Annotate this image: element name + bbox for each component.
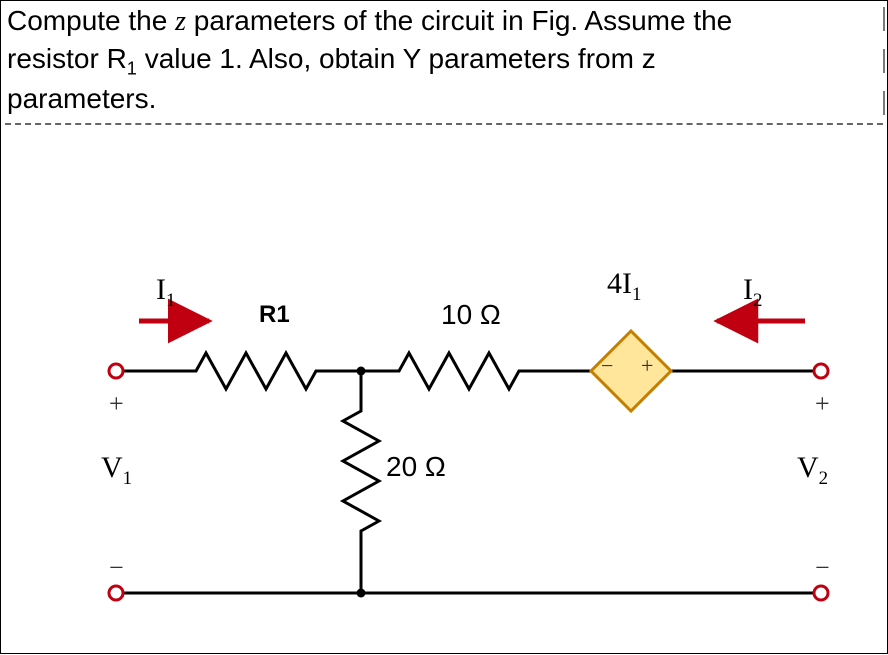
page: Compute the z parameters of the circuit … <box>0 0 888 654</box>
text-sub: 1 <box>123 468 132 489</box>
label-20ohm: 20 Ω <box>386 451 446 483</box>
label-i1: I1 <box>156 273 175 312</box>
text-sub: 2 <box>819 468 828 489</box>
label-v2: V2 <box>797 451 828 490</box>
text-sub: 2 <box>753 290 762 311</box>
label-i2: I2 <box>743 273 762 312</box>
text: I <box>156 273 166 306</box>
text: 4I <box>607 267 632 300</box>
text-sub: 1 <box>166 290 175 311</box>
plus-left: + <box>109 389 124 419</box>
text: V <box>101 451 123 484</box>
label-r1: R1 <box>259 301 290 329</box>
text: V <box>797 451 819 484</box>
src-minus: − <box>601 353 613 379</box>
label-10ohm: 10 Ω <box>441 299 501 331</box>
src-plus: + <box>641 353 653 379</box>
plus-right: + <box>815 389 830 419</box>
text: I <box>743 273 753 306</box>
label-dependent: 4I1 <box>607 267 641 306</box>
text-sub: 1 <box>632 284 641 305</box>
minus-left: − <box>109 553 124 583</box>
minus-right: − <box>815 553 830 583</box>
label-v1: V1 <box>101 451 132 490</box>
